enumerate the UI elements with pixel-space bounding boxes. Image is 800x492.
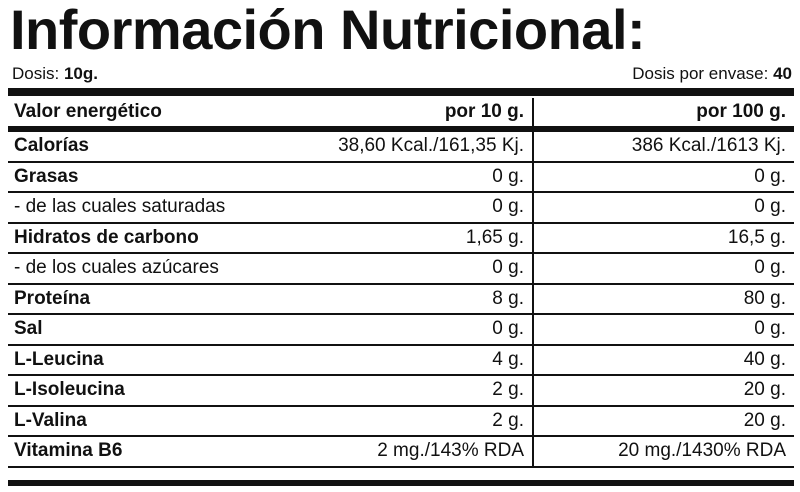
- column-divider: [532, 223, 534, 254]
- nutrition-table: Valor energético por 10 g. por 100 g. Ca…: [8, 98, 794, 468]
- bottom-rule: [8, 480, 794, 486]
- nutrient-name: L-Leucina: [14, 348, 104, 370]
- table-row: Proteína 8 g. 80 g.: [8, 284, 794, 315]
- dosis-envase-value: 40: [773, 64, 792, 83]
- column-divider: [532, 98, 534, 132]
- value-per-10g: 8 g.: [492, 287, 524, 309]
- nutrient-name: Vitamina B6: [14, 440, 123, 462]
- column-divider: [532, 284, 534, 315]
- value-per-100g: 0 g.: [754, 196, 786, 218]
- dosis-label: Dosis:: [12, 64, 60, 83]
- dosis: Dosis: 10g.: [12, 62, 98, 86]
- value-per-10g: 0 g.: [492, 318, 524, 340]
- value-per-10g: 2 g.: [492, 409, 524, 431]
- dosis-envase-label: Dosis por envase:: [632, 64, 769, 83]
- table-row: Vitamina B6 2 mg./143% RDA 20 mg./1430% RD…: [8, 437, 794, 468]
- header-name: Valor energético: [14, 101, 162, 122]
- nutrient-name: Proteína: [14, 287, 91, 309]
- value-per-10g: 2 g.: [492, 379, 524, 401]
- nutrient-name: - de los cuales azúcares: [14, 257, 219, 279]
- nutrient-name: - de las cuales saturadas: [14, 196, 226, 218]
- table-row: - de los cuales azúcares 0 g. 0 g.: [8, 254, 794, 285]
- value-per-100g: 0 g.: [754, 257, 786, 279]
- value-per-100g: 20 g.: [743, 379, 786, 401]
- table-body: Calorías 38,60 Kcal./161,35 Kj. 386 Kcal./…: [8, 132, 794, 468]
- value-per-100g: 20 mg./1430% RDA: [618, 440, 786, 462]
- column-divider: [532, 437, 534, 468]
- table-row: L-Valina 2 g. 20 g.: [8, 406, 794, 437]
- value-per-100g: 40 g.: [743, 348, 786, 370]
- table-row: L-Leucina 4 g. 40 g.: [8, 345, 794, 376]
- table-row: Grasas 0 g. 0 g.: [8, 162, 794, 193]
- table-row: - de las cuales saturadas 0 g. 0 g.: [8, 193, 794, 224]
- dosis-value: 10g.: [63, 64, 98, 83]
- table-row: Sal 0 g. 0 g.: [8, 315, 794, 346]
- column-divider: [532, 193, 534, 224]
- value-per-100g: 80 g.: [743, 287, 786, 309]
- top-rule: [8, 88, 794, 96]
- value-per-100g: 16,5 g.: [727, 226, 786, 248]
- value-per-100g: 20 g.: [743, 409, 786, 431]
- nutrient-name: Calorías: [14, 135, 89, 157]
- value-per-10g: 0 g.: [492, 257, 524, 279]
- value-per-10g: 38,60 Kcal./161,35 Kj.: [338, 135, 524, 157]
- nutrient-name: L-Isoleucina: [14, 379, 125, 401]
- value-per-100g: 0 g.: [754, 165, 786, 187]
- column-divider: [532, 254, 534, 285]
- column-divider: [532, 345, 534, 376]
- table-header: Valor energético por 10 g. por 100 g.: [8, 98, 794, 132]
- page-title: Información Nutricional:: [10, 0, 646, 61]
- dosis-envase: Dosis por envase: 40: [632, 62, 792, 86]
- value-per-100g: 0 g.: [754, 318, 786, 340]
- nutrient-name: L-Valina: [14, 409, 87, 431]
- header-per-100g: por 100 g.: [696, 101, 786, 122]
- value-per-100g: 386 Kcal./1613 Kj.: [631, 135, 786, 157]
- header-per-10g: por 10 g.: [444, 101, 524, 122]
- value-per-10g: 2 mg./143% RDA: [377, 440, 524, 462]
- column-divider: [532, 406, 534, 437]
- value-per-10g: 0 g.: [492, 196, 524, 218]
- nutrient-name: Grasas: [14, 165, 79, 187]
- value-per-10g: 4 g.: [492, 348, 524, 370]
- column-divider: [532, 132, 534, 163]
- nutrient-name: Hidratos de carbono: [14, 226, 199, 248]
- table-row: L-Isoleucina 2 g. 20 g.: [8, 376, 794, 407]
- column-divider: [532, 315, 534, 346]
- value-per-10g: 0 g.: [492, 165, 524, 187]
- table-row: Hidratos de carbono 1,65 g. 16,5 g.: [8, 223, 794, 254]
- column-divider: [532, 162, 534, 193]
- table-row: Calorías 38,60 Kcal./161,35 Kj. 386 Kcal./…: [8, 132, 794, 163]
- value-per-10g: 1,65 g.: [465, 226, 524, 248]
- column-divider: [532, 376, 534, 407]
- dosis-row: Dosis: 10g. Dosis por envase: 40: [12, 62, 792, 86]
- nutrient-name: Sal: [14, 318, 43, 340]
